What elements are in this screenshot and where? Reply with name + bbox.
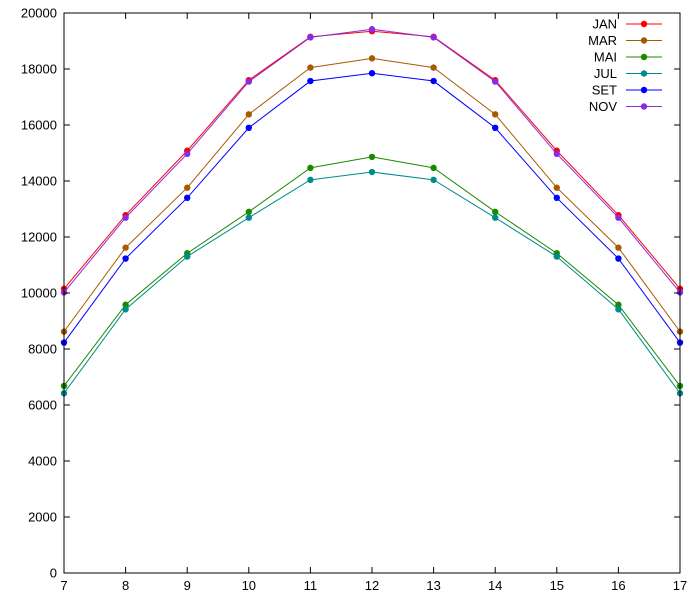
series-line-set <box>63 72 681 343</box>
data-point-mai <box>430 164 437 172</box>
y-tick-label: 6000 <box>28 398 57 413</box>
data-point-jul <box>307 176 314 184</box>
legend-marker-jul <box>640 70 648 77</box>
legend-label-set: SET <box>592 83 617 98</box>
data-point-nov <box>184 150 191 158</box>
data-point-nov <box>553 150 560 158</box>
plot-frame <box>63 12 681 574</box>
data-point-mai <box>368 153 376 161</box>
legend-label-jul: JUL <box>594 66 617 81</box>
data-point-jul <box>122 306 129 313</box>
legend-label-mai: MAI <box>594 50 617 65</box>
y-tick-label: 0 <box>50 566 57 581</box>
data-point-mai <box>307 164 314 172</box>
x-tick-label: 7 <box>60 578 67 593</box>
data-point-nov <box>615 214 622 221</box>
y-tick-label: 8000 <box>28 342 57 357</box>
y-tick-label: 16000 <box>21 118 57 133</box>
data-point-jul <box>368 168 376 176</box>
data-point-set <box>184 194 191 201</box>
legend-marker-set <box>640 86 648 94</box>
data-point-mai <box>492 208 499 215</box>
data-point-mai <box>245 208 252 215</box>
data-point-nov <box>430 34 437 41</box>
data-point-set <box>368 70 376 77</box>
legend-label-nov: NOV <box>589 99 618 114</box>
data-point-mar <box>307 64 314 71</box>
series-line-nov <box>63 28 681 293</box>
data-point-mar <box>615 244 622 251</box>
data-point-jul <box>492 214 499 221</box>
data-point-set <box>615 255 622 262</box>
data-point-mai <box>615 301 622 308</box>
data-point-mar <box>184 184 191 191</box>
x-tick-label: 11 <box>304 578 318 593</box>
plot-area <box>60 26 684 397</box>
legend-label-jan: JAN <box>592 17 617 32</box>
data-point-jul <box>615 306 622 313</box>
x-tick-label: 17 <box>673 578 687 593</box>
y-tick-label: 2000 <box>28 510 57 525</box>
legend-marker-mar <box>640 37 648 44</box>
y-tick-label: 14000 <box>21 174 57 189</box>
y-tick-label: 12000 <box>21 230 57 245</box>
data-point-set <box>492 124 499 131</box>
x-tick-label: 9 <box>184 578 191 593</box>
y-tick-label: 4000 <box>28 454 57 469</box>
series-line-mar <box>63 57 681 332</box>
data-point-mar <box>430 64 437 71</box>
data-point-set <box>122 255 129 262</box>
x-tick-label: 14 <box>488 578 502 593</box>
data-point-nov <box>122 214 129 221</box>
data-point-mai <box>122 301 129 308</box>
data-point-mar <box>368 55 376 62</box>
data-point-mar <box>492 111 499 118</box>
legend-label-mar: MAR <box>588 33 617 48</box>
data-point-set <box>307 77 314 85</box>
x-tick-label: 10 <box>242 578 256 593</box>
data-point-jul <box>184 253 191 260</box>
x-tick-label: 16 <box>611 578 625 593</box>
data-point-mar <box>553 184 560 191</box>
data-point-jul <box>430 176 437 184</box>
y-tick-label: 18000 <box>21 62 57 77</box>
data-point-jul <box>245 214 252 221</box>
data-point-nov <box>368 26 376 33</box>
axes: 0 2000 4000 6000 8000 10000 12000 14000 16000 180… <box>21 6 687 594</box>
y-tick-label: 20000 <box>21 6 57 21</box>
data-point-set <box>245 124 252 131</box>
series-line-mai <box>63 156 681 387</box>
data-point-nov <box>492 78 499 85</box>
y-tick-label: 10000 <box>21 286 57 301</box>
data-point-nov <box>245 78 252 85</box>
data-point-set <box>430 77 437 85</box>
x-tick-label: 15 <box>550 578 564 593</box>
data-point-set <box>553 194 560 201</box>
legend-marker-nov <box>640 103 648 110</box>
data-point-mar <box>122 244 129 251</box>
data-point-jul <box>553 253 560 260</box>
data-point-mar <box>245 111 252 118</box>
x-tick-label: 13 <box>426 578 440 593</box>
x-tick-label: 8 <box>122 578 129 593</box>
x-tick-label: 12 <box>365 578 379 593</box>
data-point-nov <box>307 34 314 41</box>
legend-marker-mai <box>640 53 648 61</box>
legend-marker-jan <box>640 20 648 28</box>
series-line-jul <box>63 171 681 394</box>
